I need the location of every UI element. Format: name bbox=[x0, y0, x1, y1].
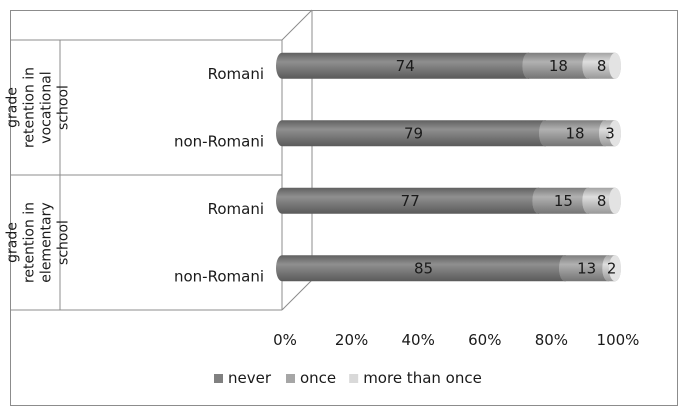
bar-segment bbox=[276, 52, 535, 79]
bar-segment bbox=[276, 187, 545, 214]
bar-segment bbox=[539, 120, 612, 147]
legend-swatch bbox=[286, 374, 295, 383]
data-label: 8 bbox=[597, 57, 607, 75]
bar-cap bbox=[609, 255, 621, 282]
x-tick-label: 0% bbox=[273, 331, 297, 349]
chart-frame bbox=[10, 10, 678, 406]
data-label: 74 bbox=[396, 57, 415, 75]
bar-cap bbox=[609, 120, 621, 147]
x-tick-label: 60% bbox=[468, 331, 501, 349]
legend-label: never bbox=[228, 369, 272, 387]
category-label: non-Romani bbox=[174, 267, 264, 285]
top-depth-edge bbox=[281, 9, 313, 41]
data-label: 77 bbox=[401, 192, 420, 210]
category-label: non-Romani bbox=[174, 132, 264, 150]
group-label: elementary bbox=[39, 202, 55, 282]
group-label: school bbox=[56, 220, 72, 265]
legend-swatch bbox=[214, 374, 223, 383]
group-label: grade bbox=[5, 87, 21, 128]
bar-cap bbox=[609, 52, 621, 79]
bar-segment bbox=[276, 120, 552, 147]
data-label: 15 bbox=[554, 192, 573, 210]
data-label: 3 bbox=[605, 124, 615, 142]
data-label: 13 bbox=[577, 259, 596, 277]
legend-swatch bbox=[349, 374, 359, 383]
group-label: retention in bbox=[22, 202, 38, 283]
data-label: 85 bbox=[414, 259, 433, 277]
data-label: 79 bbox=[404, 124, 423, 142]
x-tick-label: 40% bbox=[402, 331, 435, 349]
category-label: Romani bbox=[208, 200, 264, 218]
x-tick-label: 80% bbox=[535, 331, 568, 349]
category-label: Romani bbox=[208, 65, 264, 83]
x-tick-label: 100% bbox=[597, 331, 640, 349]
bar-segment bbox=[276, 255, 572, 282]
x-tick-label: 20% bbox=[335, 331, 368, 349]
data-label: 8 bbox=[597, 192, 607, 210]
group-label: vocational bbox=[39, 71, 55, 143]
bar-segment bbox=[532, 187, 595, 214]
legend-label: more than once bbox=[363, 369, 482, 387]
data-label: 18 bbox=[565, 124, 584, 142]
group-label: grade bbox=[5, 222, 21, 263]
legend-label: once bbox=[300, 369, 336, 387]
group-label: school bbox=[56, 85, 72, 130]
group-label: retention in bbox=[22, 67, 38, 148]
bar-segment bbox=[522, 52, 595, 79]
bar-segment bbox=[559, 255, 615, 282]
data-label: 2 bbox=[607, 259, 617, 277]
bar-cap bbox=[609, 187, 621, 214]
data-label: 18 bbox=[549, 57, 568, 75]
